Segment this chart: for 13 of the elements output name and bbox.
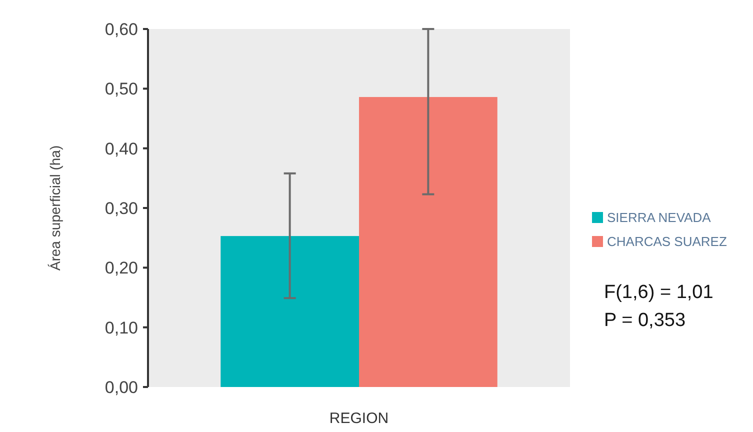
y-tick-label: 0,00	[104, 378, 138, 397]
y-tick-label: 0,50	[104, 80, 138, 99]
text: P = 0,353	[604, 310, 686, 331]
legend-label: SIERRA NEVADA	[607, 210, 712, 225]
y-tick-label: 0,10	[104, 318, 138, 338]
y-tick-label: 0,20	[104, 258, 138, 278]
y-tick-label: 0,40	[104, 139, 138, 158]
legend-label: CHARCAS SUAREZ	[607, 234, 727, 249]
y-tick-label: 0,60	[104, 20, 138, 39]
y-tick-label: 0,30	[104, 198, 138, 218]
text: F(1,6) = 1,01	[604, 282, 714, 303]
x-axis-title: REGION	[329, 410, 389, 427]
y-axis-title: Área superficial (ha)	[47, 145, 63, 271]
